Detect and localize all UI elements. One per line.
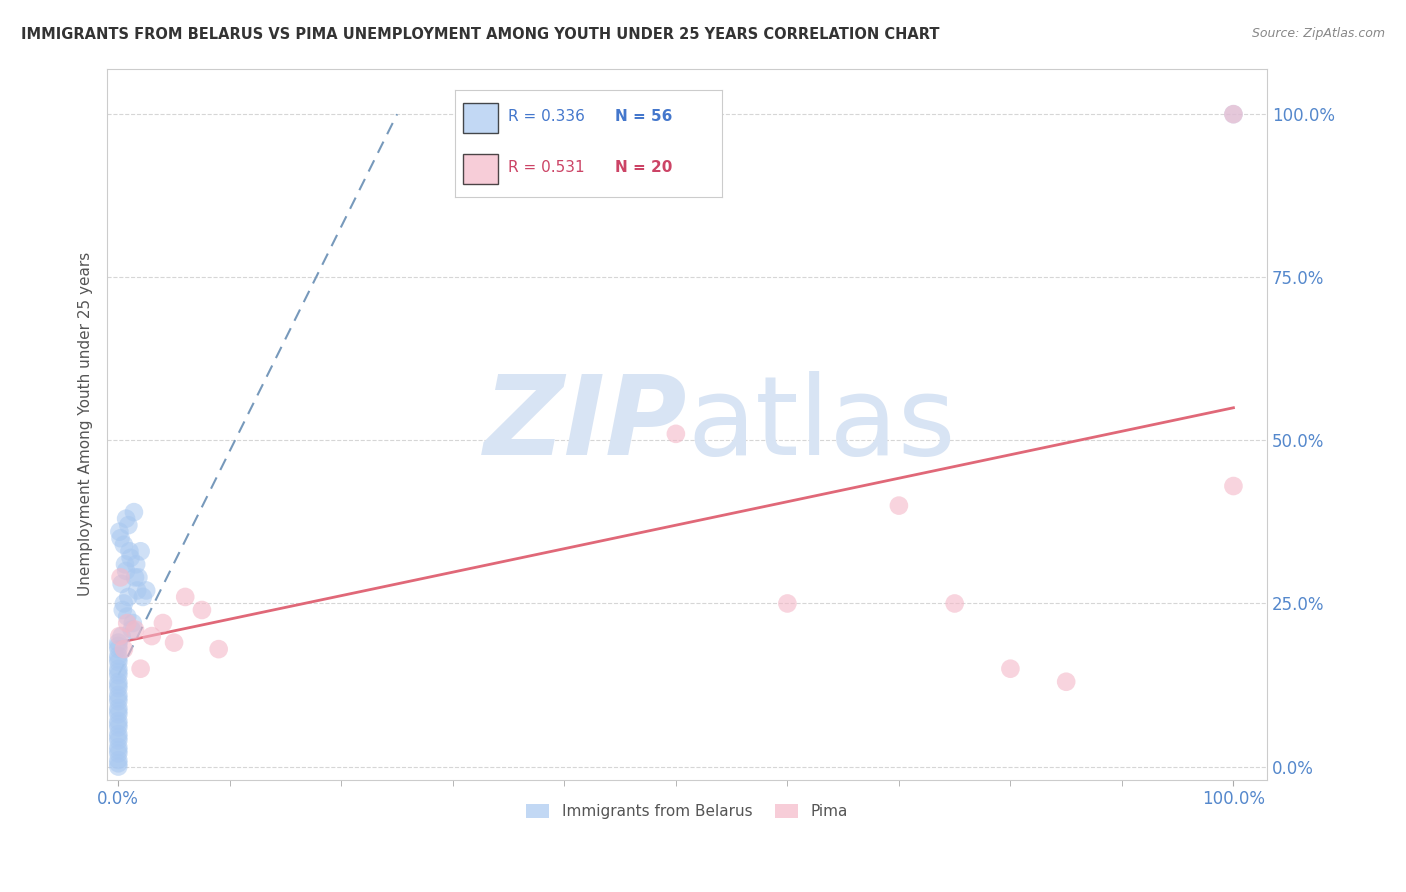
Point — [111, 603, 134, 617]
Legend: Immigrants from Belarus, Pima: Immigrants from Belarus, Pima — [520, 798, 853, 825]
Point — [107, 717, 129, 731]
Point — [776, 597, 799, 611]
Point — [117, 518, 139, 533]
Text: ZIP: ZIP — [484, 370, 688, 477]
Point — [107, 727, 129, 741]
Point — [107, 642, 129, 657]
Point — [208, 642, 231, 657]
Point — [135, 583, 157, 598]
Point — [174, 590, 197, 604]
Point — [132, 590, 155, 604]
Point — [107, 691, 129, 706]
Point — [117, 590, 139, 604]
Point — [107, 714, 129, 728]
Point — [107, 747, 129, 761]
Point — [107, 662, 129, 676]
Point — [110, 531, 132, 545]
Text: IMMIGRANTS FROM BELARUS VS PIMA UNEMPLOYMENT AMONG YOUTH UNDER 25 YEARS CORRELAT: IMMIGRANTS FROM BELARUS VS PIMA UNEMPLOY… — [21, 27, 939, 42]
Point — [107, 720, 129, 734]
Point — [129, 544, 152, 558]
Point — [111, 629, 134, 643]
Point — [191, 603, 214, 617]
Text: Source: ZipAtlas.com: Source: ZipAtlas.com — [1251, 27, 1385, 40]
Point — [107, 730, 129, 744]
Point — [118, 544, 141, 558]
Point — [107, 688, 129, 702]
Point — [108, 629, 131, 643]
Text: atlas: atlas — [688, 370, 956, 477]
Point — [107, 694, 129, 708]
Point — [107, 739, 129, 754]
Point — [107, 639, 129, 653]
Point — [107, 681, 129, 696]
Point — [107, 674, 129, 689]
Point — [152, 615, 174, 630]
Point — [1000, 662, 1022, 676]
Point — [120, 550, 142, 565]
Point — [127, 583, 149, 598]
Point — [115, 564, 138, 578]
Point — [115, 609, 138, 624]
Point — [107, 701, 129, 715]
Point — [141, 629, 163, 643]
Point — [107, 665, 129, 679]
Point — [107, 756, 129, 771]
Point — [1222, 479, 1244, 493]
Point — [111, 577, 134, 591]
Point — [115, 615, 138, 630]
Point — [887, 499, 910, 513]
Point — [1054, 674, 1077, 689]
Point — [107, 635, 129, 649]
Point — [1222, 107, 1244, 121]
Point — [115, 511, 138, 525]
Point — [943, 597, 966, 611]
Point — [107, 655, 129, 669]
Point — [107, 753, 129, 767]
Point — [122, 505, 145, 519]
Point — [112, 597, 135, 611]
Point — [110, 570, 132, 584]
Point — [107, 759, 129, 773]
Point — [107, 652, 129, 666]
Point — [121, 623, 143, 637]
Point — [108, 524, 131, 539]
Point — [121, 615, 143, 630]
Point — [107, 648, 129, 663]
Point — [665, 426, 688, 441]
Point — [124, 623, 146, 637]
Point — [114, 558, 136, 572]
Point — [112, 642, 135, 657]
Point — [107, 707, 129, 722]
Point — [124, 570, 146, 584]
Point — [129, 662, 152, 676]
Point — [107, 733, 129, 747]
Point — [127, 570, 149, 584]
Point — [107, 678, 129, 692]
Point — [163, 635, 186, 649]
Point — [107, 668, 129, 682]
Point — [112, 538, 135, 552]
Point — [1222, 107, 1244, 121]
Point — [107, 704, 129, 718]
Point — [125, 558, 148, 572]
Y-axis label: Unemployment Among Youth under 25 years: Unemployment Among Youth under 25 years — [79, 252, 93, 596]
Point — [107, 743, 129, 757]
